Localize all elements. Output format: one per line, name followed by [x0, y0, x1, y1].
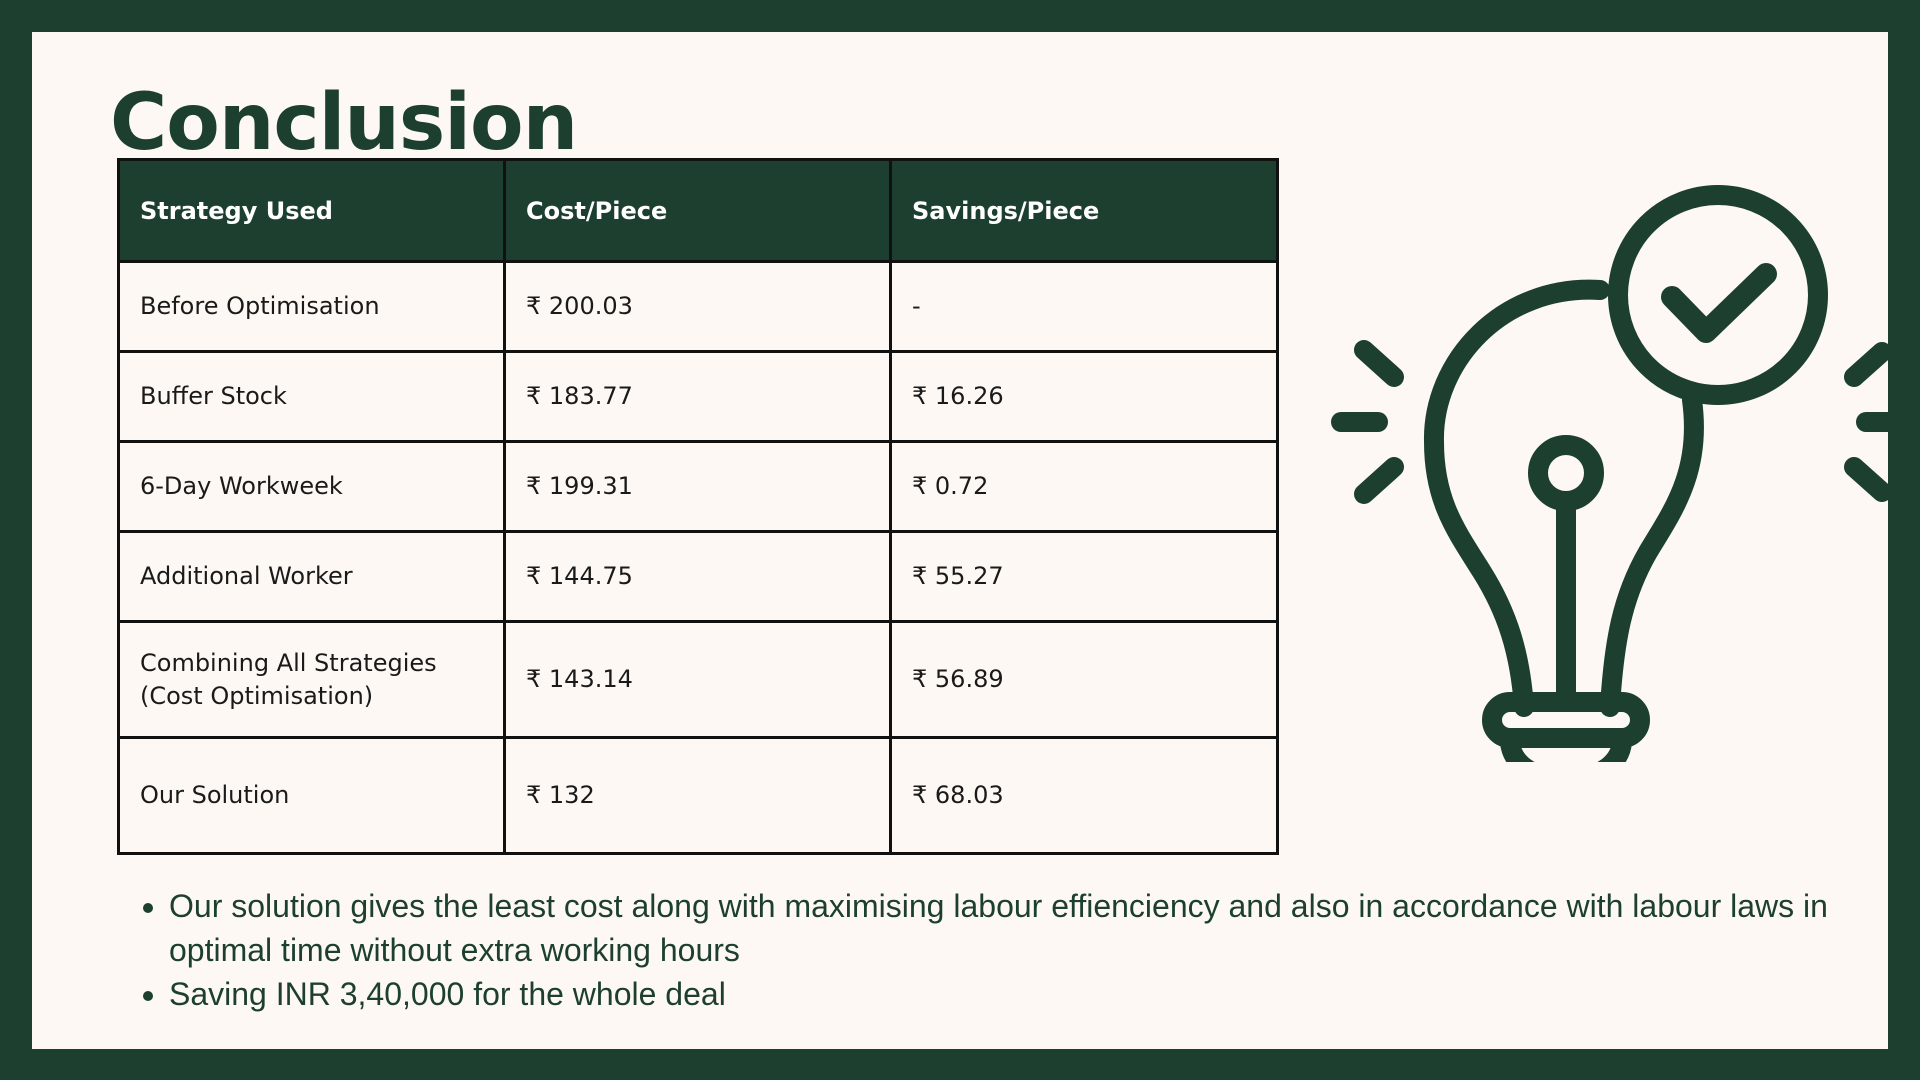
table-row: Before Optimisation ₹ 200.03 - [117, 260, 1279, 353]
cell-strategy: Our Solution [117, 736, 506, 855]
cell-savings: ₹ 56.89 [889, 620, 1279, 739]
cell-strategy: Combining All Strategies (Cost Optimisat… [117, 620, 506, 739]
conclusion-bullets: Our solution gives the least cost along … [117, 884, 1909, 1016]
cell-savings: ₹ 55.27 [889, 530, 1279, 623]
header-savings: Savings/Piece [889, 158, 1279, 263]
lightbulb-check-icon [1331, 185, 1912, 762]
cell-savings: - [889, 260, 1279, 353]
cell-strategy: 6-Day Workweek [117, 440, 506, 533]
cell-savings: ₹ 0.72 [889, 440, 1279, 533]
cell-savings: ₹ 68.03 [889, 736, 1279, 855]
table-row: 6-Day Workweek ₹ 199.31 ₹ 0.72 [117, 440, 1279, 533]
cell-cost: ₹ 144.75 [503, 530, 892, 623]
slide: Conclusion Strategy Used Cost/Piece Savi… [32, 32, 1912, 1049]
header-cost: Cost/Piece [503, 158, 892, 263]
cell-strategy: Buffer Stock [117, 350, 506, 443]
table-row: Buffer Stock ₹ 183.77 ₹ 16.26 [117, 350, 1279, 443]
cell-strategy: Additional Worker [117, 530, 506, 623]
header-strategy: Strategy Used [117, 158, 506, 263]
cell-savings: ₹ 16.26 [889, 350, 1279, 443]
cell-strategy: Before Optimisation [117, 260, 506, 353]
cell-cost: ₹ 199.31 [503, 440, 892, 533]
cell-cost: ₹ 132 [503, 736, 892, 855]
table-row: Our Solution ₹ 132 ₹ 68.03 [117, 736, 1279, 855]
table-header-row: Strategy Used Cost/Piece Savings/Piece [117, 158, 1279, 263]
strategy-table: Strategy Used Cost/Piece Savings/Piece B… [117, 158, 1279, 855]
bullet-item: Saving INR 3,40,000 for the whole deal [169, 972, 1909, 1016]
cell-cost: ₹ 200.03 [503, 260, 892, 353]
cell-cost: ₹ 143.14 [503, 620, 892, 739]
page-title: Conclusion [110, 78, 578, 168]
cell-cost: ₹ 183.77 [503, 350, 892, 443]
bullet-item: Our solution gives the least cost along … [169, 884, 1909, 972]
table-row: Combining All Strategies (Cost Optimisat… [117, 620, 1279, 739]
table-row: Additional Worker ₹ 144.75 ₹ 55.27 [117, 530, 1279, 623]
